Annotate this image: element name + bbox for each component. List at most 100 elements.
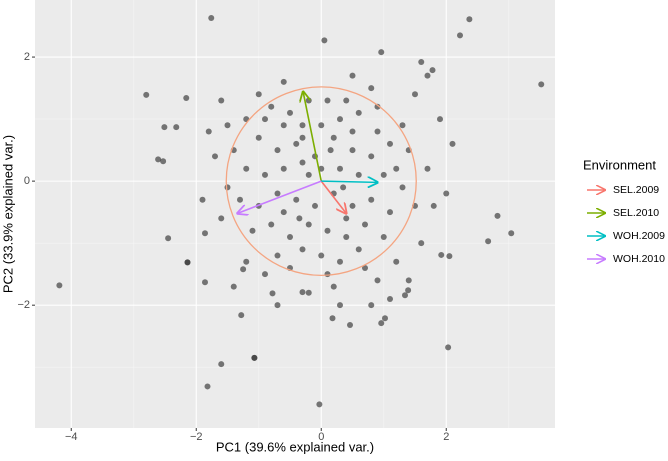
- point: [380, 171, 387, 178]
- point: [437, 116, 443, 123]
- point: [318, 122, 325, 129]
- panel: [35, 0, 555, 428]
- point: [249, 227, 256, 234]
- x-tick-label: 0: [318, 431, 324, 443]
- point: [393, 258, 400, 265]
- point: [208, 14, 215, 21]
- point: [268, 221, 275, 228]
- point: [202, 230, 208, 237]
- point: [299, 246, 306, 253]
- point: [330, 134, 337, 141]
- point: [330, 283, 337, 290]
- point: [262, 171, 268, 178]
- point: [399, 122, 406, 129]
- point: [218, 361, 225, 368]
- loading-arrow: [320, 180, 346, 213]
- point: [204, 383, 211, 390]
- point: [430, 202, 437, 209]
- point: [405, 287, 412, 294]
- x-tick-label: −4: [65, 431, 78, 443]
- point: [340, 184, 347, 191]
- point: [429, 67, 436, 74]
- point: [224, 122, 231, 129]
- point: [349, 72, 356, 79]
- correlation-circle: [225, 86, 417, 277]
- point: [251, 354, 258, 361]
- point: [329, 315, 336, 322]
- point: [466, 16, 473, 23]
- point: [143, 91, 150, 98]
- point: [280, 165, 287, 172]
- point: [438, 251, 445, 258]
- point: [387, 209, 393, 216]
- point: [243, 258, 250, 265]
- point: [508, 230, 515, 237]
- point: [280, 209, 287, 216]
- point: [347, 322, 353, 329]
- point: [218, 215, 225, 222]
- point: [212, 153, 218, 160]
- point: [337, 302, 343, 309]
- y-axis-title: PC2 (33.9% explained var.): [0, 135, 15, 293]
- point: [155, 156, 162, 163]
- point: [445, 344, 452, 351]
- point: [337, 165, 343, 172]
- point: [274, 302, 281, 309]
- point: [56, 282, 63, 289]
- point: [296, 215, 303, 222]
- point: [485, 238, 492, 245]
- point: [230, 283, 237, 290]
- point: [262, 116, 268, 123]
- point: [402, 292, 408, 299]
- point: [343, 233, 350, 240]
- point: [424, 165, 431, 172]
- point: [337, 116, 343, 123]
- point: [299, 134, 306, 141]
- point: [202, 279, 208, 286]
- point: [293, 140, 300, 147]
- legend-label: WOH.2010: [613, 253, 665, 265]
- point: [446, 253, 453, 260]
- point: [355, 171, 362, 178]
- point: [255, 91, 262, 98]
- point: [368, 196, 375, 203]
- point: [368, 153, 375, 160]
- point: [494, 212, 501, 219]
- point: [355, 246, 362, 253]
- point: [237, 196, 243, 203]
- legend-label: SEL.2009: [613, 184, 659, 196]
- point: [378, 49, 385, 56]
- point: [165, 235, 172, 242]
- point: [160, 158, 167, 165]
- point: [349, 147, 356, 154]
- point: [324, 227, 331, 234]
- point: [305, 97, 312, 104]
- point: [457, 32, 463, 39]
- point: [418, 240, 425, 247]
- point: [343, 215, 350, 222]
- point: [343, 97, 350, 104]
- point: [262, 271, 268, 278]
- point: [337, 258, 343, 265]
- point: [183, 95, 190, 102]
- point: [269, 290, 276, 297]
- point: [299, 289, 306, 296]
- point: [305, 221, 312, 228]
- point: [287, 109, 293, 116]
- point: [321, 37, 328, 44]
- point: [280, 122, 287, 129]
- y-tick-label: 2: [24, 51, 30, 63]
- point: [393, 165, 400, 172]
- legend-label: SEL.2010: [613, 207, 659, 219]
- point: [173, 124, 180, 131]
- point: [274, 252, 281, 259]
- point: [324, 97, 331, 104]
- point: [240, 266, 247, 273]
- point: [299, 122, 306, 129]
- y-tick-label: −2: [17, 299, 30, 311]
- point: [380, 233, 387, 240]
- point: [274, 147, 281, 154]
- point: [305, 171, 312, 178]
- point: [238, 312, 245, 319]
